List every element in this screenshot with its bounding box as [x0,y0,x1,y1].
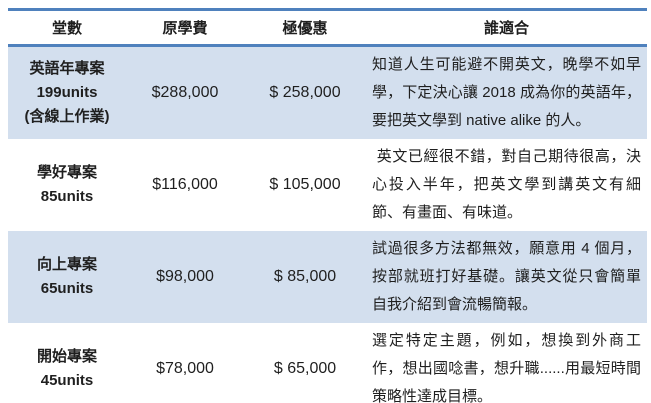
plan-cell: 開始專案 45units [8,323,126,403]
discount-price: $ 65,000 [273,360,337,377]
who-fits-text: 知道人生可能避不開英文，晚學不如早學，下定決心讓 2018 成為你的英語年，要把… [372,56,641,129]
plan-name: 英語年專案 [29,60,105,77]
plan-note: (含線上作業) [24,108,110,125]
table-row: 開始專案 45units $78,000 $ 65,000 選定特定主題，例如，… [8,323,647,403]
column-header-original-price: 原學費 [126,9,244,47]
plan-units: 85units [40,188,94,205]
plan-cell: 向上專案 65units [8,231,126,323]
plan-cell: 英語年專案 199units (含線上作業) [8,46,126,140]
table-row: 向上專案 65units $98,000 $ 85,000 試過很多方法都無效，… [8,231,647,323]
pricing-table: 堂數 原學費 極優惠 誰適合 英語年專案 199units (含線上作業) $2… [8,8,647,403]
table-row: 學好專案 85units $116,000 $ 105,000 英文已經很不錯，… [8,139,647,231]
plan-units: 65units [40,280,94,297]
who-fits-text: 選定特定主題，例如，想換到外商工作，想出國唸書，想升職......用最短時間策略… [372,332,641,403]
table-row: 英語年專案 199units (含線上作業) $288,000 $ 258,00… [8,45,647,140]
plan-units: 199units [36,84,98,101]
plan-name: 向上專案 [36,256,97,273]
column-header-who-fits: 誰適合 [366,9,647,47]
who-fits-text: 英文已經很不錯，對自己期待很高，決心投入半年，把英文學到講英文有細節、有畫面、有… [372,148,641,221]
plan-units: 45units [40,372,94,389]
discount-price: $ 85,000 [273,268,337,285]
header-row: 堂數 原學費 極優惠 誰適合 [8,9,647,47]
plan-cell: 學好專案 85units [8,139,126,231]
original-price: $116,000 [152,176,218,193]
discount-price: $ 105,000 [269,176,341,193]
original-price: $98,000 [156,268,214,285]
column-header-discount-price: 極優惠 [244,9,366,47]
discount-price: $ 258,000 [269,84,341,101]
column-header-units: 堂數 [8,9,126,47]
plan-name: 學好專案 [36,164,97,181]
who-fits-text: 試過很多方法都無效，願意用 4 個月，按部就班打好基礎。讓英文從只會簡單自我介紹… [372,240,641,313]
original-price: $78,000 [156,360,214,377]
original-price: $288,000 [151,84,219,101]
plan-name: 開始專案 [36,348,97,365]
